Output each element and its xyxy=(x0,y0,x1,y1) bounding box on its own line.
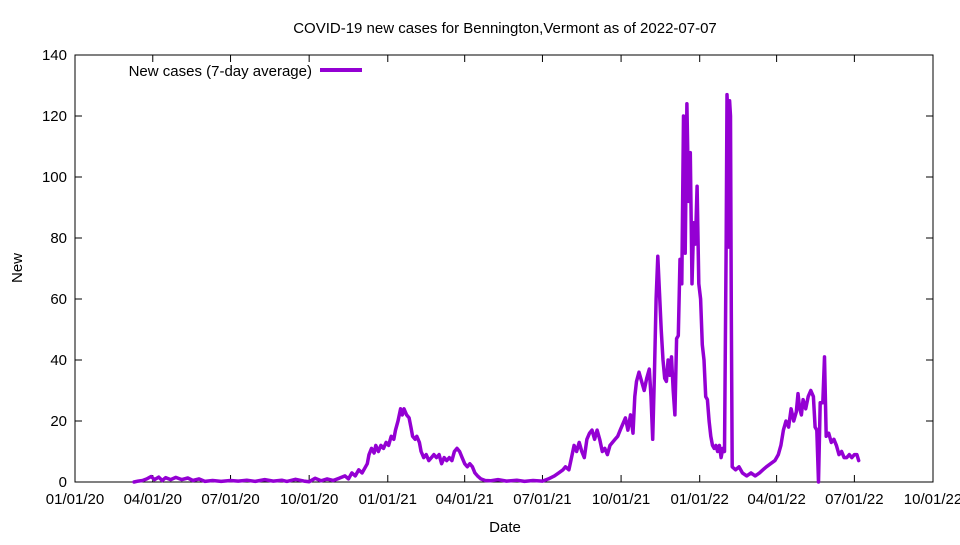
plot-frame xyxy=(74,54,934,483)
axis-ticks: 0 20 40 60 80 100 120 140 01/01/20 04/01/20 07/01/… xyxy=(42,47,960,508)
x-axis-label: Date xyxy=(489,519,521,536)
y-tick-label: 140 xyxy=(42,47,67,64)
x-tick-label: 07/01/20 xyxy=(201,491,259,508)
x-tick-label: 01/01/21 xyxy=(359,491,417,508)
x-tick-label: 01/01/20 xyxy=(46,491,104,508)
x-tick-label: 10/01/20 xyxy=(280,491,338,508)
y-tick-label: 20 xyxy=(50,413,67,430)
x-tick-label: 01/01/22 xyxy=(671,491,729,508)
x-tick-label: 04/01/21 xyxy=(435,491,493,508)
x-tick-label: 10/01/21 xyxy=(592,491,650,508)
y-tick-label: 100 xyxy=(42,169,67,186)
y-axis-label: New xyxy=(9,253,26,283)
x-tick-label: 04/01/22 xyxy=(747,491,805,508)
y-tick-label: 80 xyxy=(50,230,67,247)
chart-title: COVID-19 new cases for Bennington,Vermon… xyxy=(293,20,717,37)
x-tick-label: 04/01/20 xyxy=(124,491,182,508)
legend: New cases (7-day average) xyxy=(129,63,362,80)
y-tick-label: 60 xyxy=(50,291,67,308)
legend-label: New cases (7-day average) xyxy=(129,63,312,80)
x-tick-label: 10/01/22 xyxy=(904,491,960,508)
x-tick-label: 07/01/21 xyxy=(513,491,571,508)
x-tick-label: 07/01/22 xyxy=(825,491,883,508)
y-tick-label: 40 xyxy=(50,352,67,369)
y-tick-label: 120 xyxy=(42,108,67,125)
y-tick-label: 0 xyxy=(59,474,67,491)
series-line-0 xyxy=(132,92,861,484)
series-layer xyxy=(132,92,861,484)
